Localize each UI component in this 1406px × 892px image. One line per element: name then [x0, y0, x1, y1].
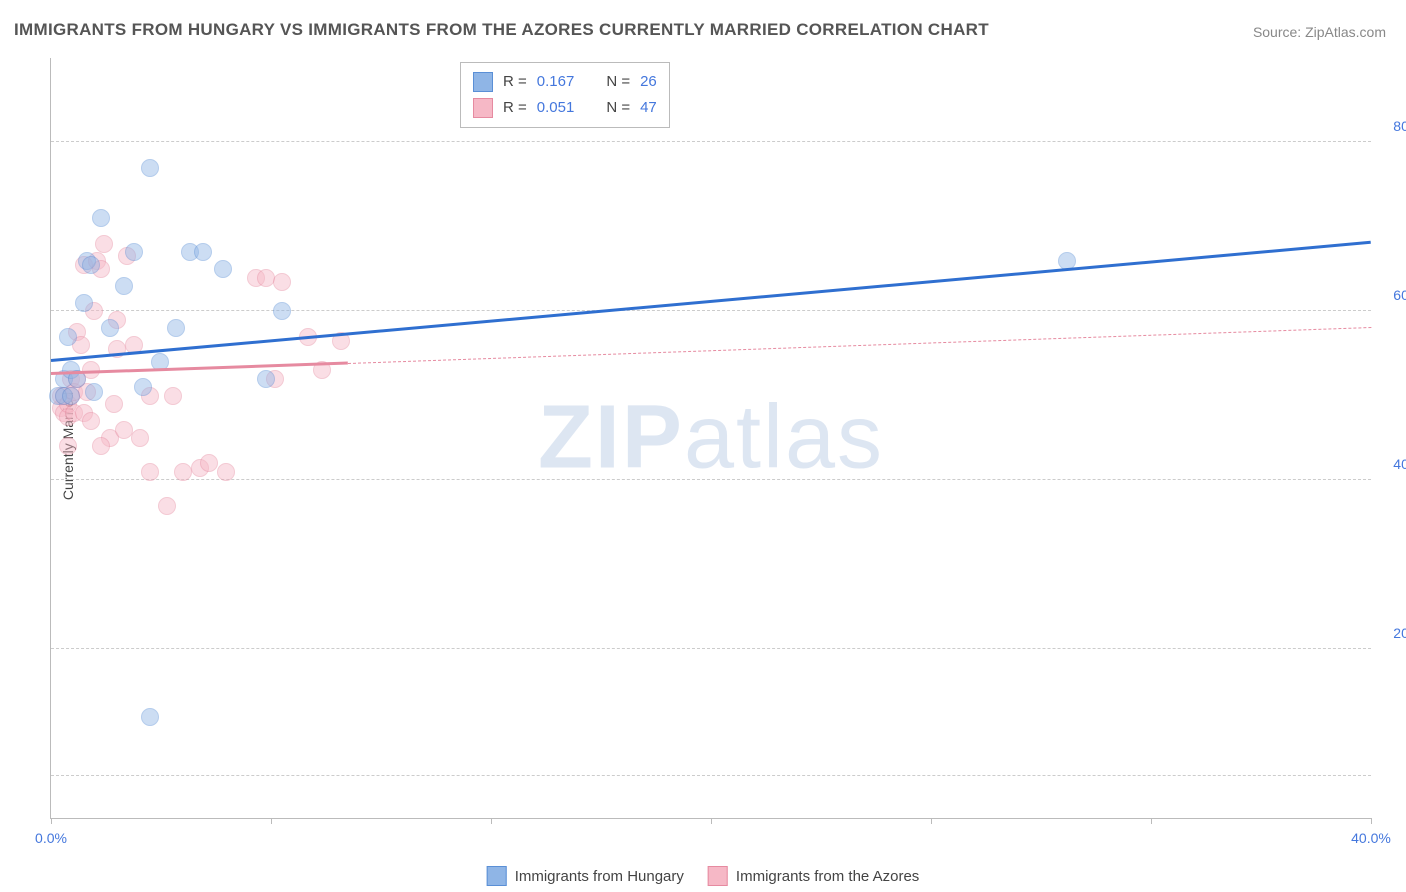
series-legend-label: Immigrants from Hungary: [515, 868, 684, 885]
legend-r-value: 0.051: [537, 95, 575, 121]
scatter-point-hungary: [134, 378, 152, 396]
x-tick: [711, 818, 712, 824]
x-tick: [1371, 818, 1372, 824]
scatter-point-azores: [82, 412, 100, 430]
trend-line-azores: [348, 327, 1371, 364]
scatter-point-azores: [141, 463, 159, 481]
gridline-h: [51, 648, 1371, 649]
series-legend: Immigrants from Hungary Immigrants from t…: [487, 866, 920, 886]
legend-swatch: [473, 72, 493, 92]
legend-n-value: 26: [640, 69, 657, 95]
scatter-point-hungary: [75, 294, 93, 312]
scatter-point-hungary: [101, 319, 119, 337]
scatter-point-hungary: [82, 256, 100, 274]
scatter-point-azores: [164, 387, 182, 405]
series-legend-item-hungary: Immigrants from Hungary: [487, 866, 684, 886]
trend-line-hungary: [51, 241, 1371, 362]
scatter-point-azores: [200, 454, 218, 472]
gridline-h: [51, 775, 1371, 776]
legend-n-label: N =: [606, 69, 630, 95]
scatter-point-azores: [92, 437, 110, 455]
x-tick: [271, 818, 272, 824]
scatter-point-hungary: [257, 370, 275, 388]
x-tick: [1151, 818, 1152, 824]
chart-plot-area: ZIPatlas 20.0%40.0%60.0%80.0%0.0%40.0%: [50, 58, 1371, 819]
y-tick-label: 60.0%: [1377, 287, 1406, 303]
scatter-point-azores: [217, 463, 235, 481]
series-legend-item-azores: Immigrants from the Azores: [708, 866, 919, 886]
chart-title: IMMIGRANTS FROM HUNGARY VS IMMIGRANTS FR…: [14, 20, 989, 40]
gridline-h: [51, 310, 1371, 311]
scatter-point-hungary: [62, 387, 80, 405]
legend-swatch: [487, 866, 507, 886]
scatter-point-hungary: [115, 277, 133, 295]
gridline-h: [51, 141, 1371, 142]
y-tick-label: 40.0%: [1377, 456, 1406, 472]
scatter-point-hungary: [167, 319, 185, 337]
scatter-point-azores: [105, 395, 123, 413]
x-tick-label: 40.0%: [1351, 830, 1391, 846]
watermark-text: ZIPatlas: [538, 387, 884, 490]
x-tick: [931, 818, 932, 824]
scatter-point-azores: [59, 437, 77, 455]
scatter-point-hungary: [214, 260, 232, 278]
source-label: Source: ZipAtlas.com: [1253, 24, 1386, 40]
legend-n-value: 47: [640, 95, 657, 121]
chart-container: IMMIGRANTS FROM HUNGARY VS IMMIGRANTS FR…: [0, 0, 1406, 892]
scatter-point-azores: [95, 235, 113, 253]
scatter-point-hungary: [92, 209, 110, 227]
scatter-point-hungary: [141, 159, 159, 177]
scatter-point-azores: [273, 273, 291, 291]
series-legend-label: Immigrants from the Azores: [736, 868, 919, 885]
y-tick-label: 20.0%: [1377, 625, 1406, 641]
x-tick-label: 0.0%: [35, 830, 67, 846]
legend-swatch: [708, 866, 728, 886]
scatter-point-azores: [158, 497, 176, 515]
legend-r-label: R =: [503, 69, 527, 95]
scatter-point-azores: [131, 429, 149, 447]
legend-swatch: [473, 98, 493, 118]
correlation-legend: R = 0.167 N = 26 R = 0.051 N = 47: [460, 62, 670, 128]
scatter-point-azores: [257, 269, 275, 287]
scatter-point-hungary: [273, 302, 291, 320]
legend-n-label: N =: [606, 95, 630, 121]
x-tick: [491, 818, 492, 824]
y-tick-label: 80.0%: [1377, 118, 1406, 134]
scatter-point-hungary: [125, 243, 143, 261]
legend-r-label: R =: [503, 95, 527, 121]
scatter-point-azores: [174, 463, 192, 481]
scatter-point-hungary: [141, 708, 159, 726]
scatter-point-azores: [115, 421, 133, 439]
scatter-point-hungary: [59, 328, 77, 346]
legend-row-hungary: R = 0.167 N = 26: [473, 69, 657, 95]
legend-r-value: 0.167: [537, 69, 575, 95]
scatter-point-hungary: [85, 383, 103, 401]
scatter-point-hungary: [194, 243, 212, 261]
x-tick: [51, 818, 52, 824]
legend-row-azores: R = 0.051 N = 47: [473, 95, 657, 121]
